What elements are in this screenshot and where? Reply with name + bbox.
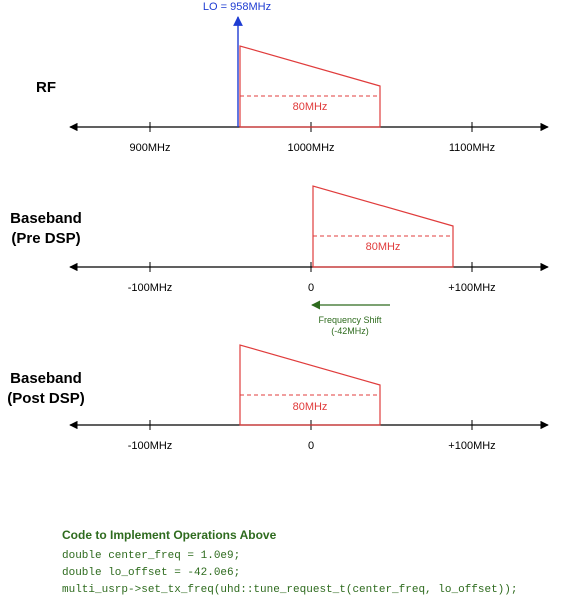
post-dsp-signal-spectrum — [239, 344, 381, 426]
frequency-shift-value: (-42MHz) — [331, 326, 369, 336]
code-snippet: Code to Implement Operations Above doubl… — [62, 528, 517, 599]
post-dsp-tick-label: +100MHz — [448, 440, 495, 452]
pre-dsp-row-sublabel: (Pre DSP) — [11, 230, 80, 247]
pre-dsp-signal-spectrum — [312, 185, 454, 268]
rf-section: RF 900MHz 1000MHz 1100MHz 80MHz LO = 958… — [36, 1, 549, 154]
post-dsp-bandwidth-label: 80MHz — [293, 401, 328, 413]
rf-signal-spectrum — [239, 45, 381, 128]
code-line: double center_freq = 1.0e9; — [62, 550, 241, 562]
post-dsp-section: Baseband (Post DSP) -100MHz 0 +100MHz 80… — [7, 344, 549, 452]
post-dsp-row-sublabel: (Post DSP) — [7, 390, 85, 407]
pre-dsp-tick-label: +100MHz — [448, 282, 495, 294]
pre-dsp-section: Baseband (Pre DSP) -100MHz 0 +100MHz 80M… — [10, 185, 549, 336]
frequency-shift-label: Frequency Shift — [318, 315, 382, 325]
post-dsp-tick-label: 0 — [308, 440, 314, 452]
rf-tick-label: 1100MHz — [449, 142, 495, 154]
pre-dsp-tick-label: -100MHz — [128, 282, 173, 294]
post-dsp-row-label: Baseband — [10, 370, 82, 387]
rf-bandwidth-label: 80MHz — [293, 101, 328, 113]
rf-tick-label: 1000MHz — [287, 142, 334, 154]
rf-row-label: RF — [36, 79, 56, 96]
pre-dsp-bandwidth-label: 80MHz — [366, 241, 401, 253]
code-line: multi_usrp->set_tx_freq(uhd::tune_reques… — [62, 584, 518, 596]
post-dsp-tick-label: -100MHz — [128, 440, 173, 452]
pre-dsp-row-label: Baseband — [10, 210, 82, 227]
rf-tick-label: 900MHz — [130, 142, 171, 154]
pre-dsp-tick-label: 0 — [308, 282, 314, 294]
code-line: double lo_offset = -42.0e6; — [62, 567, 241, 579]
code-title: Code to Implement Operations Above — [62, 528, 277, 542]
lo-label: LO = 958MHz — [203, 1, 271, 13]
